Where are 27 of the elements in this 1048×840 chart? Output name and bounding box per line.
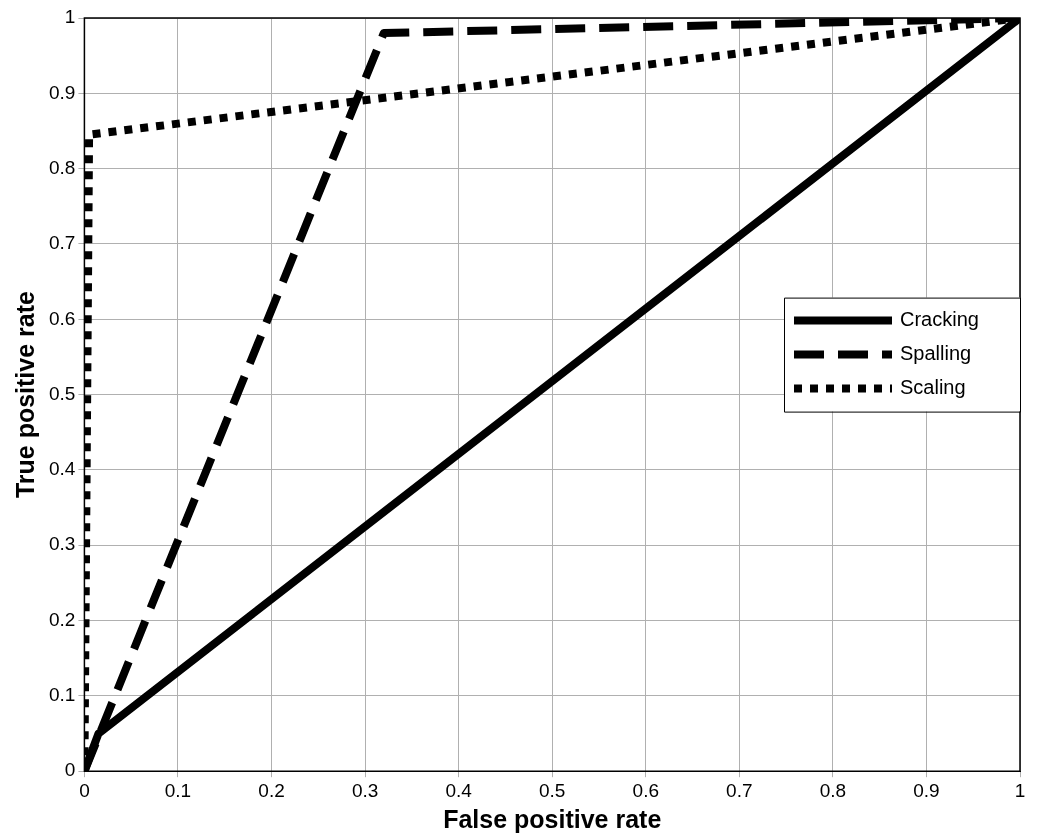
y-tick-label: 0.6 <box>48 307 76 329</box>
y-tick-label: 0.9 <box>48 81 76 103</box>
x-tick-label: 0 <box>79 779 90 801</box>
y-tick-label: 1 <box>64 6 76 28</box>
legend-label: Spalling <box>900 342 972 365</box>
legend-label: Scaling <box>900 376 966 399</box>
x-tick-label: 0.6 <box>632 779 659 801</box>
legend-label: Cracking <box>900 308 979 331</box>
y-axis-title: True positive rate <box>10 291 39 499</box>
y-tick-label: 0.1 <box>48 684 76 706</box>
y-tick-label: 0.7 <box>48 232 76 254</box>
y-tick-label: 0.3 <box>48 533 76 555</box>
x-tick-label: 0.7 <box>726 779 753 801</box>
x-tick-label: 0.2 <box>258 779 285 801</box>
x-tick-label: 0.5 <box>539 779 566 801</box>
y-tick-label: 0.5 <box>48 382 76 404</box>
y-tick-label: 0.8 <box>48 156 76 178</box>
x-tick-label: 0.1 <box>164 779 192 801</box>
y-tick-label: 0.4 <box>48 458 76 480</box>
x-tick-label: 0.3 <box>351 779 379 801</box>
x-tick-label: 1 <box>1014 779 1026 801</box>
x-axis-title: False positive rate <box>443 804 662 833</box>
x-tick-label: 0.9 <box>913 779 940 801</box>
x-tick-label: 0.4 <box>445 779 473 801</box>
y-tick-label: 0 <box>64 759 76 781</box>
x-tick-label: 0.8 <box>819 779 847 801</box>
y-tick-label: 0.2 <box>48 608 76 630</box>
